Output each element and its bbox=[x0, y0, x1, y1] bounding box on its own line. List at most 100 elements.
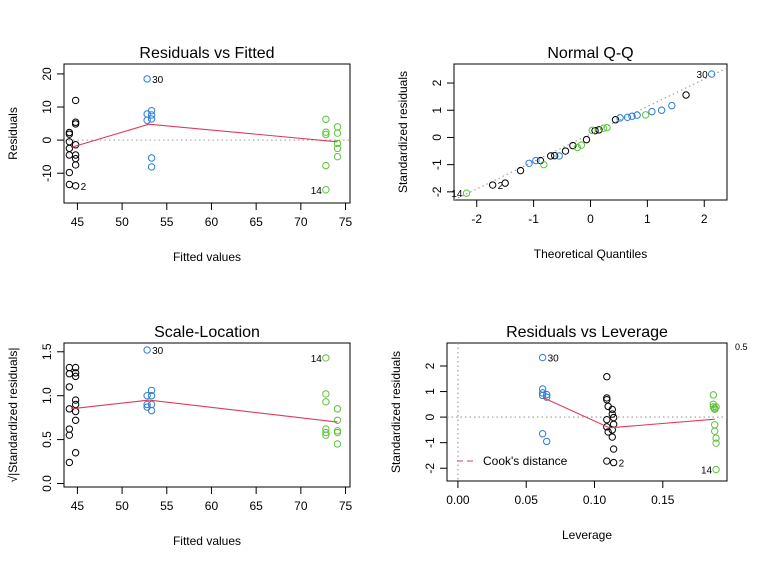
data-point bbox=[71, 182, 80, 190]
data-point bbox=[543, 390, 551, 399]
data-point bbox=[538, 430, 547, 438]
panel-4: Residuals vs Leverage 0.00 0.05 0.10 0.15 -2 -… bbox=[389, 324, 748, 542]
data-point bbox=[65, 370, 74, 378]
data-point bbox=[65, 168, 74, 177]
x-tick-label: 1 bbox=[644, 212, 651, 226]
data-point bbox=[333, 144, 342, 153]
y-axis-label: √|Standardized residuals| bbox=[6, 348, 20, 483]
x-tick-label: 70 bbox=[294, 215, 308, 229]
data-point bbox=[599, 124, 608, 132]
data-point bbox=[322, 354, 330, 362]
data-point bbox=[147, 163, 156, 171]
point-label: 14 bbox=[311, 186, 323, 197]
x-tick-label: 0.00 bbox=[446, 493, 470, 507]
data-point bbox=[333, 139, 342, 148]
data-point bbox=[540, 160, 548, 169]
data-point bbox=[322, 161, 330, 170]
data-point bbox=[561, 147, 570, 155]
data-point bbox=[65, 363, 74, 372]
data-point bbox=[488, 181, 497, 189]
plot-frame bbox=[453, 63, 728, 201]
data-point bbox=[711, 404, 719, 412]
data-point bbox=[71, 369, 80, 377]
data-point bbox=[333, 428, 342, 437]
point-label: 30 bbox=[548, 354, 560, 365]
y-tick-label: 1.0 bbox=[40, 387, 54, 404]
plot-frame bbox=[446, 342, 728, 482]
x-axis-label: Theoretical Quantiles bbox=[534, 247, 647, 261]
data-point bbox=[711, 421, 719, 429]
data-point bbox=[71, 161, 80, 169]
data-point bbox=[707, 70, 716, 78]
data-point bbox=[711, 427, 719, 435]
x-axis-label: Leverage bbox=[562, 528, 612, 542]
data-point bbox=[65, 425, 74, 433]
data-point bbox=[582, 135, 591, 144]
x-tick-label: 55 bbox=[160, 215, 174, 229]
data-point bbox=[569, 141, 577, 150]
y-tick-label: -2 bbox=[423, 463, 437, 474]
data-point bbox=[462, 189, 471, 197]
data-point bbox=[609, 445, 618, 453]
data-point bbox=[322, 186, 330, 194]
data-point bbox=[604, 428, 612, 436]
data-point bbox=[333, 440, 342, 448]
x-axis-label: Fitted values bbox=[173, 534, 241, 548]
data-point bbox=[143, 346, 151, 354]
data-point bbox=[65, 458, 74, 467]
x-tick-label: 65 bbox=[249, 215, 263, 229]
data-point bbox=[657, 106, 666, 114]
data-point bbox=[712, 403, 720, 411]
data-point bbox=[709, 391, 718, 399]
data-point bbox=[333, 123, 342, 131]
data-point bbox=[608, 410, 616, 418]
x-tick-label: 75 bbox=[339, 499, 353, 513]
plot-frame bbox=[63, 63, 351, 204]
plot-area bbox=[65, 346, 342, 467]
x-tick-label: 0.10 bbox=[583, 493, 607, 507]
reference-line bbox=[454, 67, 727, 200]
data-point bbox=[147, 154, 156, 162]
data-point bbox=[608, 433, 616, 441]
data-point bbox=[633, 111, 641, 119]
chart-title: Residuals vs Leverage bbox=[506, 324, 668, 341]
panel-3: Scale-Location 45 50 55 60 65 70 75 0.0 0.5 1.0 1.5… bbox=[6, 324, 353, 548]
data-point bbox=[65, 431, 74, 439]
y-axis-label: Standardized residuals bbox=[396, 71, 410, 193]
x-tick-label: 45 bbox=[71, 215, 85, 229]
data-point bbox=[322, 128, 330, 136]
data-point bbox=[668, 101, 676, 110]
data-point bbox=[65, 151, 74, 159]
y-axis-label: Residuals bbox=[6, 107, 20, 160]
panel-1: Residuals vs Fitted 45 50 55 60 65 70 75 -10 0 10 2… bbox=[6, 45, 353, 264]
data-point bbox=[648, 107, 656, 116]
data-point bbox=[573, 143, 582, 152]
data-point bbox=[555, 152, 563, 160]
point-label: 2 bbox=[619, 459, 625, 470]
y-axis-label: Standardized residuals bbox=[389, 351, 403, 473]
data-point bbox=[543, 393, 551, 401]
data-point bbox=[603, 373, 611, 381]
y-tick-label: 0.0 bbox=[40, 475, 54, 492]
data-point bbox=[322, 115, 330, 123]
data-point bbox=[712, 439, 720, 447]
x-tick-label: 60 bbox=[205, 215, 219, 229]
data-point bbox=[65, 180, 74, 189]
data-point bbox=[550, 151, 559, 160]
point-label: 30 bbox=[697, 70, 709, 81]
data-point bbox=[143, 116, 151, 124]
x-tick-label: 60 bbox=[205, 499, 219, 513]
data-point bbox=[147, 386, 156, 395]
legend-cook-label: Cook's distance bbox=[483, 454, 568, 468]
x-tick-label: 50 bbox=[115, 215, 129, 229]
point-label: 14 bbox=[701, 466, 713, 477]
data-point bbox=[603, 415, 611, 424]
data-point bbox=[501, 179, 509, 187]
data-point bbox=[577, 141, 586, 149]
point-label: 30 bbox=[152, 346, 164, 357]
data-point bbox=[525, 159, 533, 167]
data-point bbox=[603, 457, 611, 465]
data-point bbox=[147, 391, 156, 400]
y-tick-label: 2 bbox=[430, 79, 444, 86]
data-point bbox=[65, 130, 74, 138]
